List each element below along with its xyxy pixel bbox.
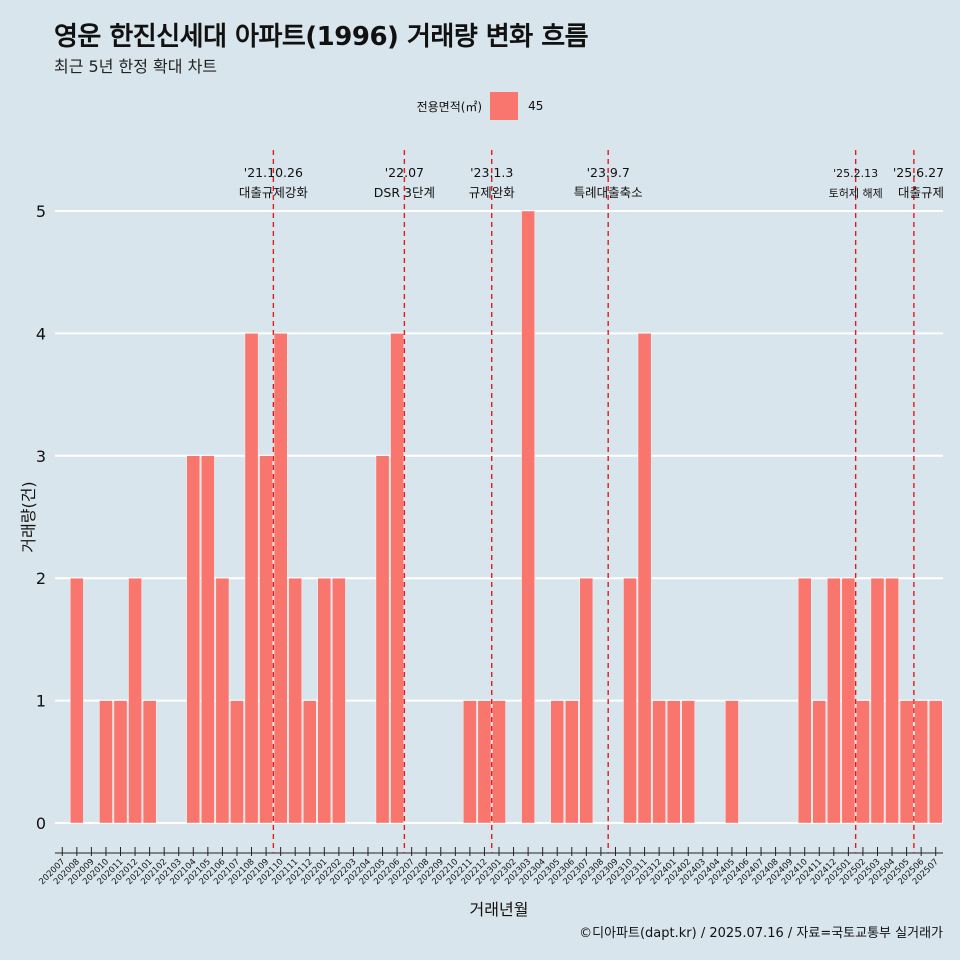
bar [142, 700, 157, 824]
event-label: 토허제 해제 [829, 186, 883, 200]
y-tick-label: 3 [36, 447, 46, 466]
event-label: 대출규제강화 [239, 185, 309, 200]
event-label: 규제완화 [469, 185, 516, 200]
event-label: DSR 3단계 [374, 185, 435, 200]
bar [186, 455, 201, 824]
bar [870, 578, 885, 824]
chart-title: 영운 한진신세대 아파트(1996) 거래량 변화 흐름 [54, 22, 589, 52]
bar [390, 333, 404, 824]
source-caption: ©디아파트(dapt.kr) / 2025.07.16 / 자료=국토교통부 실… [579, 926, 943, 941]
event-date-label: '23.9.7 [587, 165, 630, 180]
y-tick-label: 1 [36, 692, 46, 711]
y-tick-label: 0 [36, 814, 46, 833]
bar [550, 700, 564, 824]
bar [812, 700, 827, 824]
bar [899, 700, 914, 824]
bar [201, 455, 215, 824]
event-date-label: '23.1.3 [470, 165, 513, 180]
bar [332, 578, 346, 824]
bar [565, 700, 579, 824]
bar [128, 578, 142, 824]
y-axis-title: 거래량(건) [19, 481, 38, 552]
bar [273, 333, 288, 824]
event-date-label: '22.07 [385, 165, 424, 180]
y-tick-label: 4 [36, 324, 46, 343]
bar [666, 700, 681, 824]
bar [623, 578, 637, 824]
bar [637, 333, 652, 824]
bar [375, 455, 390, 824]
y-tick-label: 2 [36, 569, 46, 588]
bar [99, 700, 113, 824]
bar [230, 700, 244, 824]
bar [492, 700, 506, 824]
bar [885, 578, 899, 824]
bar [288, 578, 302, 824]
bar [303, 700, 317, 824]
legend-swatch [490, 92, 519, 120]
bar [797, 578, 812, 824]
event-label: 특례대출축소 [574, 185, 643, 200]
bar [215, 578, 230, 824]
bar [928, 700, 943, 824]
legend-title: 전용면적(㎡) [416, 99, 483, 114]
legend-item-label: 45 [528, 99, 544, 113]
event-date-label: '25.2.13 [833, 167, 878, 180]
bar [317, 578, 332, 824]
bar [841, 578, 856, 824]
bar [113, 700, 128, 824]
bar [681, 700, 695, 824]
bar [70, 578, 84, 824]
chart-subtitle: 최근 5년 한정 확대 차트 [54, 57, 218, 76]
legend: 전용면적(㎡) 45 [0, 92, 960, 120]
bar [856, 700, 870, 824]
event-date-label: '25.6.27 [893, 165, 944, 180]
bar [244, 333, 259, 824]
bar [652, 700, 666, 824]
y-tick-label: 5 [36, 202, 46, 221]
bar [579, 578, 594, 824]
event-date-label: '21.10.26 [244, 165, 303, 180]
bar [259, 455, 273, 824]
bar [463, 700, 477, 824]
bar [827, 578, 841, 824]
event-label: 대출규제 [898, 185, 944, 200]
bar [477, 700, 492, 824]
bar [521, 210, 535, 824]
bar [725, 700, 739, 824]
bar [914, 700, 928, 824]
x-axis-title: 거래년월 [470, 900, 529, 919]
